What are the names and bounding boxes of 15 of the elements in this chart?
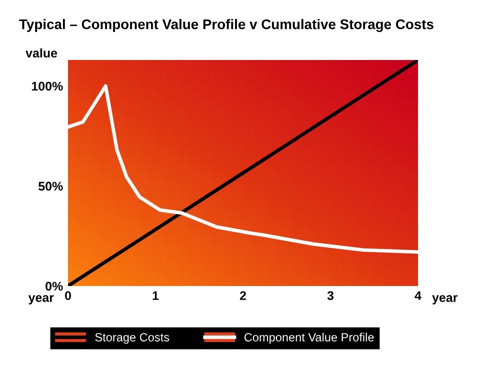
x-tick-label: 4 xyxy=(414,291,422,300)
y-tick-label: 100% xyxy=(32,82,63,91)
y-tick-label: 50% xyxy=(38,182,63,191)
x-tick-label: 1 xyxy=(152,291,159,300)
legend-label: Storage Costs xyxy=(95,333,170,344)
x-tick-label: 3 xyxy=(327,291,334,300)
line-series xyxy=(68,84,418,254)
x-tick-label: 2 xyxy=(240,291,246,300)
legend-label: Component Value Profile xyxy=(244,332,374,344)
y-axis-title: value xyxy=(26,48,58,58)
text: year xyxy=(28,295,54,304)
y-tick-label: 0% xyxy=(46,282,63,291)
x-axis-title: year xyxy=(432,295,458,304)
chart-title: Typical – Component Value Profile v Cumulative Storage Costs xyxy=(19,19,434,32)
x-tick-label: 0 xyxy=(65,291,71,300)
